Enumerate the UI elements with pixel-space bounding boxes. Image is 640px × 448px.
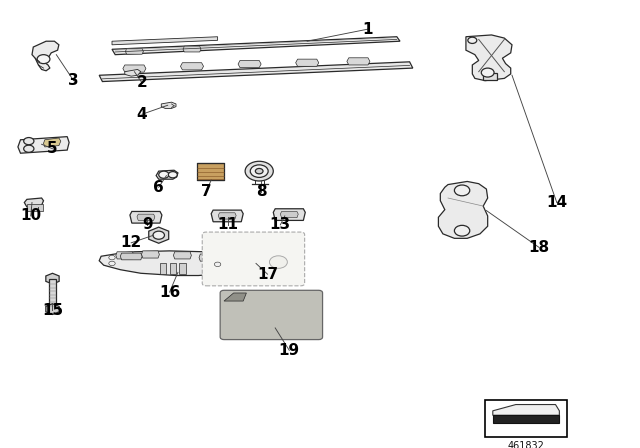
Text: 19: 19 <box>278 343 300 358</box>
Circle shape <box>481 68 494 77</box>
Polygon shape <box>125 48 143 54</box>
Polygon shape <box>156 170 178 179</box>
Polygon shape <box>161 102 176 108</box>
Polygon shape <box>120 253 142 260</box>
Circle shape <box>109 261 115 266</box>
Polygon shape <box>141 251 159 258</box>
Polygon shape <box>137 214 155 220</box>
Text: 8: 8 <box>256 184 266 199</box>
Polygon shape <box>183 46 201 52</box>
Polygon shape <box>466 35 512 81</box>
Text: 13: 13 <box>269 217 291 233</box>
Text: 18: 18 <box>528 240 550 255</box>
Circle shape <box>37 55 50 64</box>
Polygon shape <box>99 62 413 82</box>
Polygon shape <box>46 273 59 284</box>
Polygon shape <box>116 252 134 259</box>
Text: 5: 5 <box>47 141 58 156</box>
Polygon shape <box>347 58 370 65</box>
Text: 10: 10 <box>20 208 42 224</box>
Polygon shape <box>125 69 141 76</box>
Polygon shape <box>24 198 44 207</box>
Text: 16: 16 <box>159 284 180 300</box>
Polygon shape <box>130 211 162 223</box>
Text: 3: 3 <box>68 73 79 88</box>
Circle shape <box>168 172 177 178</box>
Circle shape <box>24 145 34 152</box>
Polygon shape <box>224 293 246 301</box>
Circle shape <box>468 37 477 43</box>
Text: 17: 17 <box>257 267 278 282</box>
Bar <box>485 400 567 437</box>
Polygon shape <box>438 181 488 238</box>
Polygon shape <box>493 415 559 423</box>
Polygon shape <box>18 137 69 153</box>
Circle shape <box>24 138 34 145</box>
Polygon shape <box>273 209 305 220</box>
FancyBboxPatch shape <box>220 290 323 340</box>
Text: 7: 7 <box>201 184 211 199</box>
Polygon shape <box>180 63 204 70</box>
Circle shape <box>159 171 169 178</box>
Polygon shape <box>238 60 261 68</box>
Bar <box>49 279 56 306</box>
Bar <box>27 204 43 211</box>
Polygon shape <box>99 251 236 276</box>
Bar <box>160 263 166 274</box>
Circle shape <box>245 161 273 181</box>
Polygon shape <box>46 304 59 314</box>
Polygon shape <box>44 138 61 147</box>
Circle shape <box>454 225 470 236</box>
Text: 1: 1 <box>363 22 373 37</box>
Polygon shape <box>123 65 146 72</box>
Circle shape <box>214 262 221 267</box>
Text: 6: 6 <box>154 180 164 195</box>
Circle shape <box>153 231 164 239</box>
Circle shape <box>109 255 115 260</box>
Polygon shape <box>32 41 59 71</box>
Text: 461832: 461832 <box>508 441 545 448</box>
Circle shape <box>250 165 268 177</box>
Bar <box>170 263 176 274</box>
Text: 15: 15 <box>42 302 63 318</box>
Polygon shape <box>296 59 319 66</box>
Polygon shape <box>148 227 169 243</box>
Circle shape <box>255 168 263 174</box>
Text: 2: 2 <box>137 75 147 90</box>
Text: 11: 11 <box>218 217 238 233</box>
Polygon shape <box>280 211 298 218</box>
Circle shape <box>269 256 287 268</box>
Bar <box>197 163 224 180</box>
Polygon shape <box>173 252 191 259</box>
Circle shape <box>454 185 470 196</box>
Polygon shape <box>493 405 559 415</box>
Text: 4: 4 <box>137 107 147 122</box>
Polygon shape <box>213 253 235 260</box>
Polygon shape <box>199 254 217 261</box>
Polygon shape <box>218 213 236 219</box>
Polygon shape <box>112 37 400 55</box>
FancyBboxPatch shape <box>202 232 305 286</box>
Bar <box>483 73 497 80</box>
Bar <box>179 263 186 274</box>
Text: 9: 9 <box>142 217 152 233</box>
Polygon shape <box>112 37 218 45</box>
Text: 14: 14 <box>546 195 568 210</box>
Text: 12: 12 <box>120 235 142 250</box>
Polygon shape <box>211 210 243 222</box>
